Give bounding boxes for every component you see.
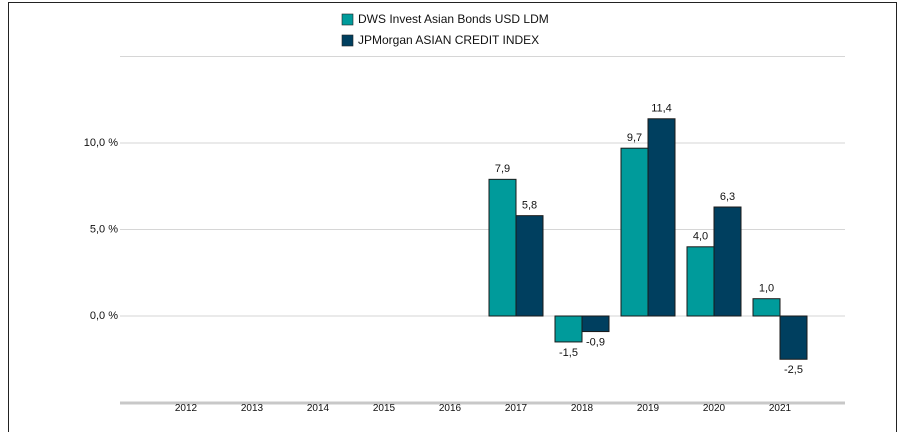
bar xyxy=(620,147,649,317)
x-tick-label: 2017 xyxy=(505,403,528,414)
y-tick-label: 0,0 % xyxy=(90,310,118,322)
x-tick-label: 2016 xyxy=(439,403,462,414)
x-tick-label: 2021 xyxy=(769,403,792,414)
x-tick-label: 2013 xyxy=(241,403,264,414)
legend-swatch xyxy=(341,34,354,47)
bar xyxy=(752,298,781,317)
value-label: 1,0 xyxy=(759,283,774,295)
x-tick-label: 2019 xyxy=(637,403,660,414)
x-tick-label: 2014 xyxy=(307,403,330,414)
value-label: 9,7 xyxy=(627,132,642,144)
legend-label: JPMorgan ASIAN CREDIT INDEX xyxy=(358,33,539,47)
value-label: -0,9 xyxy=(586,336,605,348)
bar xyxy=(581,315,610,333)
y-tick-label: 5,0 % xyxy=(90,223,118,235)
bar xyxy=(779,315,808,360)
value-label: 5,8 xyxy=(522,200,537,212)
x-tick-label: 2018 xyxy=(571,403,594,414)
value-label: 11,4 xyxy=(651,103,672,115)
bar xyxy=(713,206,742,317)
bar xyxy=(686,246,715,317)
value-label: -1,5 xyxy=(559,347,578,359)
value-label: -2,5 xyxy=(784,364,803,376)
legend-swatch xyxy=(341,13,354,26)
value-label: 7,9 xyxy=(495,163,510,175)
value-label: 6,3 xyxy=(720,191,735,203)
bar xyxy=(488,178,517,317)
bar xyxy=(647,118,676,317)
x-tick-label: 2012 xyxy=(175,403,198,414)
bar xyxy=(515,215,544,317)
legend-label: DWS Invest Asian Bonds USD LDM xyxy=(358,12,549,26)
x-tick-label: 2015 xyxy=(373,403,396,414)
bar xyxy=(554,315,583,343)
value-label: 4,0 xyxy=(693,231,708,243)
frame xyxy=(8,2,897,432)
y-tick-label: 10,0 % xyxy=(84,137,118,149)
x-tick-label: 2020 xyxy=(703,403,726,414)
